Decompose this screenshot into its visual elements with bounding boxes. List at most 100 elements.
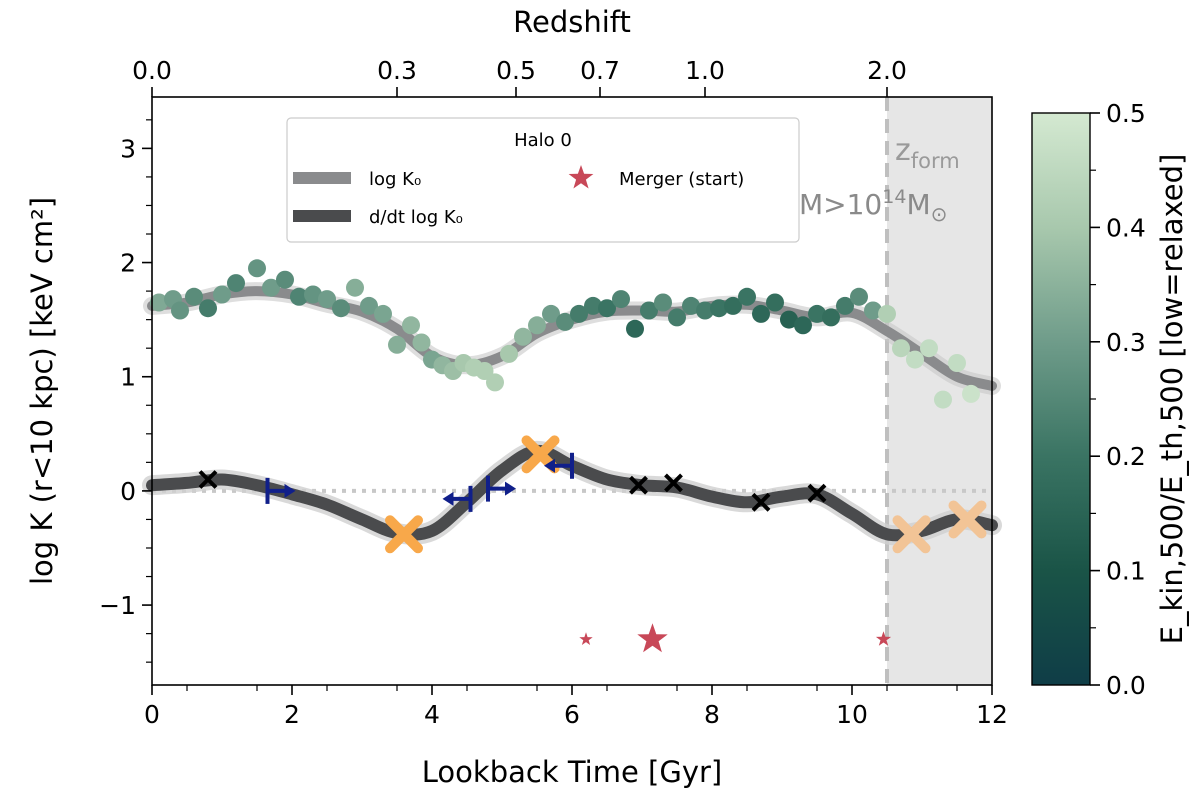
- top-tick-label: 0.0: [132, 56, 172, 85]
- orange-x-stroke: [892, 515, 931, 554]
- black-x-stroke: [198, 470, 218, 489]
- data-point: [290, 287, 308, 306]
- data-point: [948, 354, 966, 372]
- x-tick-label: 4: [424, 700, 440, 729]
- legend-entry: log K₀: [293, 169, 421, 190]
- orange-x-stroke: [948, 500, 987, 539]
- colorbar-gradient: [1031, 112, 1091, 686]
- data-point: [682, 296, 700, 315]
- top-tick-label: 2.0: [867, 56, 907, 85]
- x-tick-label: 6: [564, 700, 580, 729]
- data-point: [332, 299, 350, 318]
- orange-x-marker: [385, 515, 423, 554]
- data-point: [766, 293, 784, 312]
- black-x-marker: [198, 470, 218, 489]
- top-tick-label: 1.0: [685, 56, 725, 85]
- data-point: [412, 333, 431, 352]
- data-point: [934, 390, 952, 409]
- top-tick-label: 0.5: [496, 56, 536, 85]
- data-point: [794, 316, 812, 335]
- data-point: [724, 296, 742, 315]
- black-x-stroke: [807, 483, 827, 503]
- merger-star: [637, 623, 668, 653]
- data-point: [738, 287, 756, 306]
- orange-x-stroke: [385, 515, 423, 554]
- blue-arrow-head: [544, 458, 555, 473]
- x-axis-label: Lookback Time [Gyr]: [422, 755, 722, 789]
- x-tick-label: 2: [284, 700, 300, 729]
- colorbar-tick-label: 0.4: [1106, 213, 1146, 242]
- blue-arrow-marker: [486, 475, 516, 502]
- colorbar: 0.0 0.1 0.2 0.3 0.4 0.5 E_kin,500/E_th,500 [l…: [1031, 99, 1189, 700]
- data-point: [696, 301, 714, 320]
- colorbar-label: E_kin,500/E_th,500 [low=relaxed]: [1155, 154, 1189, 645]
- data-point: [388, 335, 406, 354]
- orange-x-marker: [892, 515, 931, 554]
- data-point: [584, 296, 602, 315]
- x-tick-label: 12: [976, 700, 1008, 729]
- x-tick-label: 10: [836, 700, 868, 729]
- colorbar-tick-label: 0.2: [1106, 442, 1146, 471]
- legend: Halo 0 log K₀ Merger (start) d/dt log K₀: [286, 117, 800, 243]
- data-point: [248, 259, 266, 278]
- blue-arrow-head: [505, 481, 516, 496]
- data-point: [185, 287, 203, 306]
- data-point: [570, 304, 588, 323]
- data-point: [836, 296, 854, 315]
- data-point: [906, 350, 924, 369]
- data-point: [150, 293, 168, 312]
- colorbar-tick-label: 0.0: [1106, 671, 1146, 700]
- markers-layer: [198, 435, 987, 653]
- data-point: [374, 304, 392, 323]
- data-point: [892, 339, 910, 358]
- colorbar-tick-label: 0.5: [1106, 99, 1146, 128]
- data-point: [542, 304, 560, 323]
- data-point: [262, 278, 280, 297]
- black-x-marker: [629, 475, 648, 495]
- top-tick-label: 0.3: [377, 56, 417, 85]
- top-x-axis-label: Redshift: [513, 5, 631, 39]
- blue-arrow-head: [442, 491, 454, 506]
- legend-entry-label: d/dt log K₀: [369, 207, 463, 228]
- data-point: [626, 319, 644, 338]
- data-point: [227, 274, 245, 293]
- data-point: [360, 296, 378, 315]
- data-point: [318, 290, 336, 309]
- plot-area: zform M>1014M⊙: [142, 96, 1002, 686]
- y-tick-label: 3: [120, 134, 136, 163]
- black-x-marker: [664, 473, 683, 493]
- data-point: [556, 312, 574, 331]
- colorbar-tick-label: 0.1: [1106, 557, 1146, 586]
- data-point: [668, 308, 686, 327]
- data-point: [710, 299, 728, 318]
- data-point: [822, 308, 840, 327]
- data-point: [920, 339, 938, 358]
- orange-x-marker: [948, 500, 987, 539]
- legend-entry: d/dt log K₀: [293, 207, 463, 228]
- y-tick-label: 1: [120, 363, 136, 392]
- data-point: [514, 327, 532, 346]
- legend-star-swatch: [568, 165, 594, 189]
- data-point: [962, 384, 980, 403]
- data-point: [808, 304, 826, 323]
- data-point: [878, 304, 896, 323]
- data-point: [304, 285, 322, 304]
- legend-entry: Merger (start): [568, 165, 744, 190]
- y-axis-label: log K (r<10 kpc) [keV cm²]: [25, 197, 59, 585]
- blue-arrow-marker: [265, 477, 296, 504]
- data-point: [850, 287, 868, 306]
- data-point: [402, 316, 420, 335]
- data-point: [612, 290, 630, 309]
- orange-x-stroke: [521, 435, 560, 474]
- colorbar-ticks: 0.0 0.1 0.2 0.3 0.4 0.5: [1090, 99, 1146, 700]
- data-point: [475, 362, 494, 380]
- data-point: [171, 301, 189, 320]
- legend-entry-label: log K₀: [369, 169, 421, 190]
- black-x-stroke: [629, 475, 648, 495]
- y-tick-label: 0: [120, 477, 136, 506]
- black-x-stroke: [751, 492, 771, 512]
- data-point: [640, 301, 658, 320]
- merger-star: [579, 632, 593, 645]
- data-point: [528, 316, 546, 335]
